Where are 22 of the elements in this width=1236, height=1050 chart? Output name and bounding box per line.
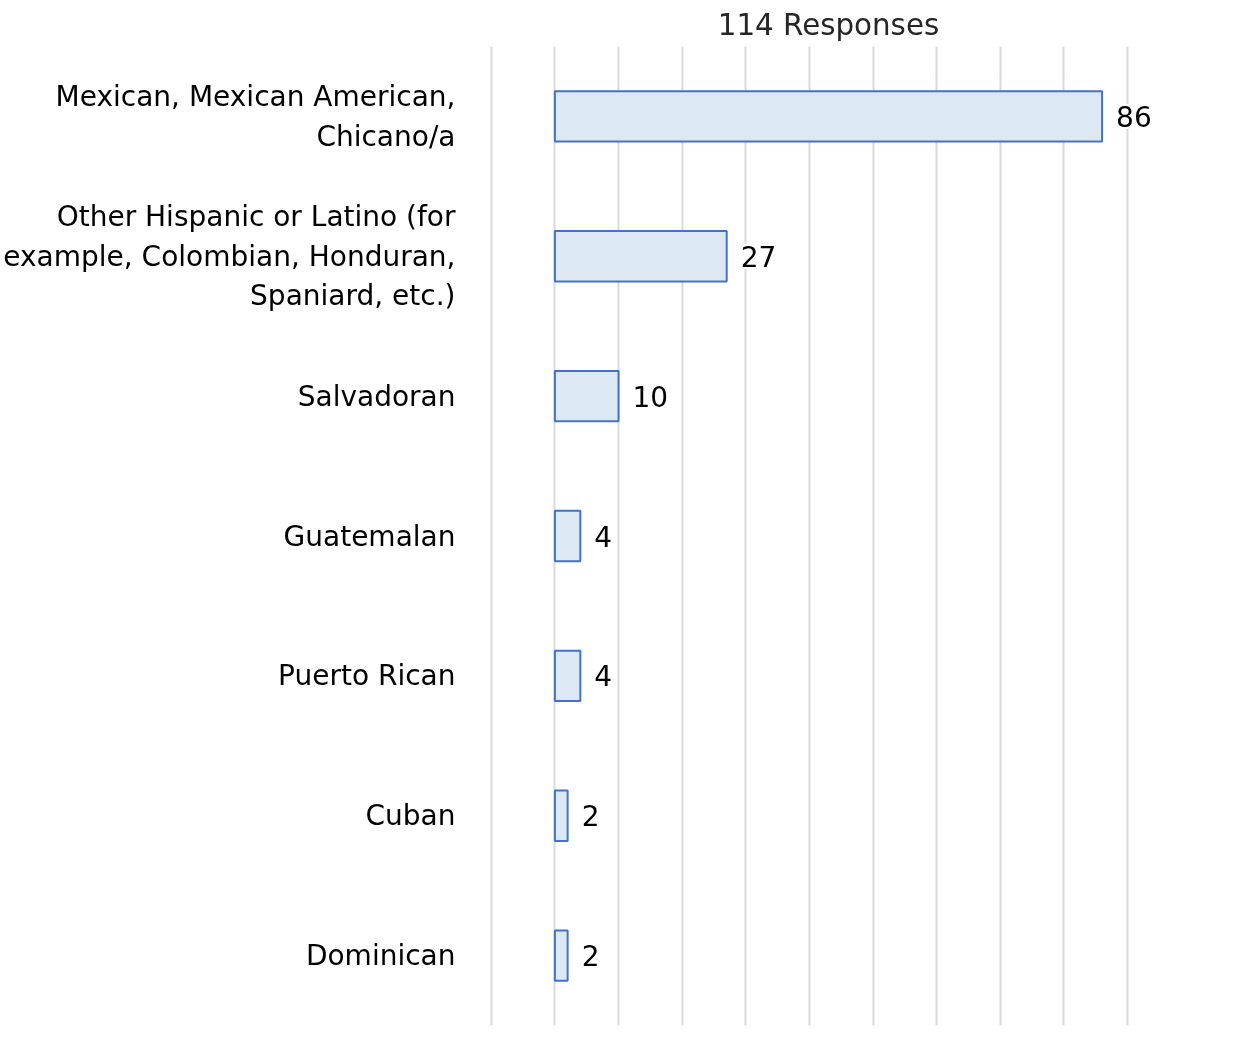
y-tick-label: Salvadoran	[297, 379, 456, 413]
data-label: 86	[1116, 100, 1152, 134]
bar	[553, 509, 582, 563]
bar	[553, 649, 582, 703]
data-label: 27	[740, 240, 777, 274]
y-tick-label: Other Hispanic or Latino (for example, Colombian, Honduran, Spaniard, etc.)	[3, 200, 456, 313]
bar	[553, 789, 569, 842]
data-label: 2	[581, 800, 600, 834]
y-tick-label: Dominican	[305, 939, 456, 973]
bar	[553, 230, 728, 283]
data-label: 4	[594, 660, 613, 694]
data-label: 4	[594, 520, 613, 554]
bar	[553, 90, 1104, 143]
bar	[553, 929, 569, 982]
data-label: 2	[581, 940, 600, 974]
data-label: 10	[632, 380, 669, 414]
y-tick-label: Puerto Rican	[278, 659, 456, 693]
y-tick-label: Guatemalan	[283, 519, 456, 553]
chart-title: 114 Responses	[717, 7, 940, 42]
y-tick-label: Cuban	[365, 799, 456, 833]
bar	[553, 369, 620, 423]
y-tick-label: Mexican, Mexican American, Chicano/a	[55, 80, 456, 153]
